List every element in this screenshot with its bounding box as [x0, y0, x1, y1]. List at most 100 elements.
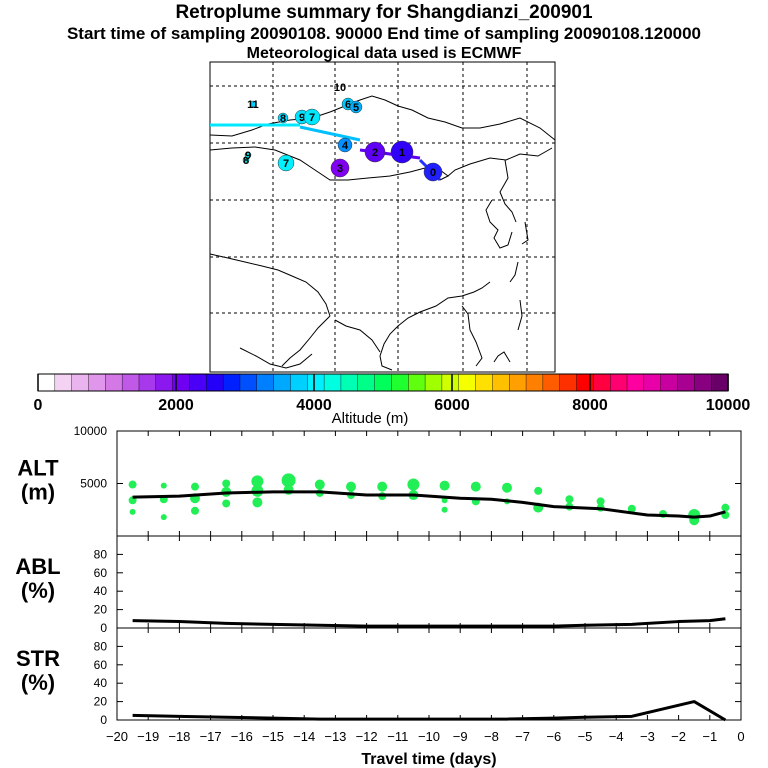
- y-tick-label: 5000: [80, 477, 107, 491]
- plume-marker: [303, 108, 321, 126]
- colorbar-cell: [593, 373, 611, 392]
- y-tick-label: 60: [94, 658, 108, 672]
- plume-marker-label: 7: [283, 158, 289, 170]
- colorbar-tick-label: 6000: [434, 397, 470, 414]
- altitude-point: [439, 480, 450, 491]
- x-tick-label: −4: [609, 729, 624, 744]
- altitude-point: [565, 495, 574, 504]
- colorbar-cell: [54, 373, 73, 392]
- panel-ylabel-line: (%): [21, 670, 55, 695]
- y-tick-label: 80: [94, 639, 108, 653]
- plume-marker-label: 11: [247, 99, 259, 111]
- altitude-point: [128, 480, 137, 489]
- x-tick-label: −13: [324, 729, 346, 744]
- altitude-point: [129, 508, 136, 515]
- x-tick-label: −15: [262, 729, 284, 744]
- x-tick-label: −14: [293, 729, 315, 744]
- plume-marker-label: 6: [345, 99, 351, 111]
- altitude-point: [377, 481, 388, 492]
- colorbar-cell: [677, 373, 696, 392]
- x-tick-label: −18: [168, 729, 190, 744]
- map-frame: [209, 61, 556, 373]
- x-tick-label: −11: [387, 729, 408, 744]
- altitude-point: [407, 478, 420, 491]
- plume-marker-label: 3: [337, 163, 343, 175]
- altitude-point: [627, 504, 636, 513]
- y-tick-label: 40: [94, 676, 108, 690]
- altitude-point: [281, 473, 296, 488]
- plume-marker: [390, 140, 414, 164]
- plume-marker: [249, 100, 257, 108]
- plume-marker: [423, 162, 443, 182]
- colorbar-cell: [542, 373, 561, 392]
- plume-marker: [244, 151, 252, 159]
- x-tick-label: −9: [453, 729, 468, 744]
- colorbar-cell: [307, 373, 325, 392]
- series-line: [132, 700, 727, 722]
- colorbar-cell: [273, 373, 292, 392]
- plume-marker-label: 5: [353, 102, 359, 114]
- altitude-point: [160, 482, 167, 489]
- altitude-point: [314, 479, 325, 490]
- colorbar-tick-label: 10000: [706, 397, 751, 414]
- x-tick-label: −10: [418, 729, 440, 744]
- met-data-source: Meteorological data used is ECMWF: [246, 45, 522, 62]
- colorbar-cell: [222, 373, 241, 392]
- panel-ylabel-line: (%): [21, 578, 55, 603]
- x-tick-label: −7: [515, 729, 530, 744]
- panel-ylabel: ALT (m): [17, 456, 59, 505]
- colorbar-cell: [408, 373, 426, 392]
- colorbar-cell: [576, 373, 595, 392]
- x-tick-label: −8: [484, 729, 499, 744]
- colorbar-cell: [710, 373, 729, 392]
- colorbar-cell: [424, 373, 443, 392]
- colorbar-cell: [626, 373, 645, 392]
- panel-ylabel-line: ALT: [17, 456, 59, 481]
- colorbar-tick-label: 2000: [158, 397, 194, 414]
- plume-marker-label: 1: [399, 147, 405, 159]
- colorbar-cell: [458, 373, 477, 392]
- altitude-point: [222, 499, 231, 508]
- x-axis-label: Travel time (days): [361, 751, 496, 768]
- plume-marker-label: 2: [372, 147, 378, 159]
- panel-ylabel-line: ABL: [15, 554, 60, 579]
- altitude-point: [721, 503, 730, 512]
- y-tick-label: 0: [100, 621, 107, 635]
- panel-alt: 5000 10000 ALT (m): [17, 424, 742, 537]
- x-tick-label: −2: [671, 729, 686, 744]
- colorbar-cell: [121, 373, 140, 392]
- plume-marker-label: 7: [309, 112, 315, 124]
- colorbar-cell: [391, 373, 409, 392]
- y-tick-label: 0: [100, 713, 107, 727]
- x-tick-label: −3: [640, 729, 655, 744]
- x-tick-label: −6: [546, 729, 561, 744]
- colorbar-cell: [475, 373, 494, 392]
- plume-marker-label: 10: [334, 82, 346, 94]
- colorbar-cell: [138, 373, 157, 392]
- panel-ylabel-line: (m): [21, 480, 55, 505]
- colorbar-cell: [694, 373, 712, 392]
- x-tick-label: −20: [106, 729, 128, 744]
- altitude-point: [222, 479, 231, 488]
- y-tick-label: 40: [94, 584, 108, 598]
- colorbar-cell: [492, 373, 510, 392]
- plume-marker-label: 9: [299, 112, 305, 124]
- colorbar-cell: [357, 373, 376, 392]
- y-tick-label: 80: [94, 547, 108, 561]
- panel-ylabel: ABL (%): [15, 554, 60, 603]
- series-line: [132, 490, 726, 519]
- colorbar-label: Altitude (m): [332, 410, 409, 427]
- x-tick-label: −12: [356, 729, 378, 744]
- plume-marker-label: 0: [430, 167, 436, 179]
- colorbar-cell: [323, 373, 342, 392]
- altitude-point: [251, 475, 264, 488]
- colorbar-cell: [105, 373, 123, 392]
- colorbar-cell: [525, 373, 544, 392]
- colorbar-cell: [206, 373, 224, 392]
- plume-marker: [277, 154, 295, 172]
- panel-frame: [116, 535, 742, 629]
- colorbar-tick-label: 8000: [572, 397, 608, 414]
- colorbar-cell: [374, 373, 393, 392]
